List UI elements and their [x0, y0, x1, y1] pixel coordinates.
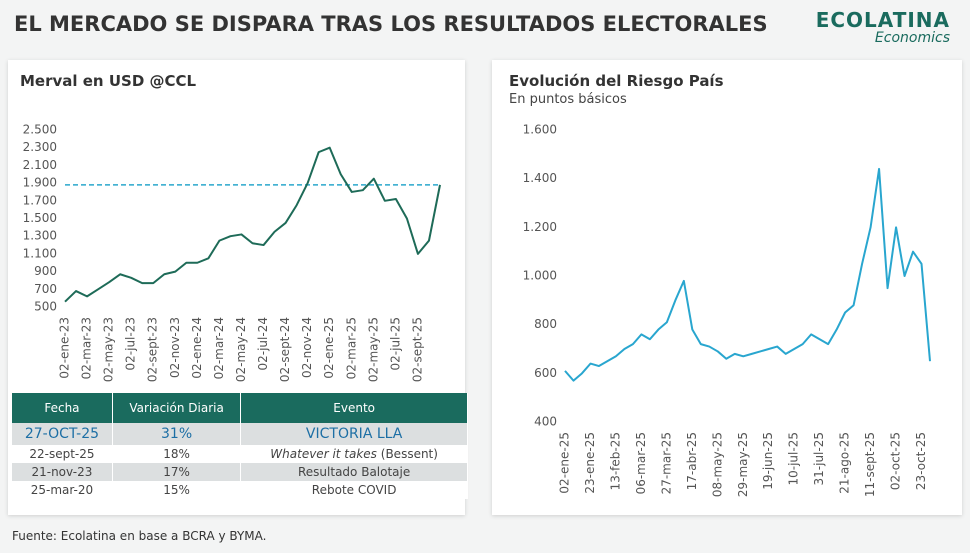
table-cell: VICTORIA LLA — [240, 423, 468, 445]
y-tick-label: 2.500 — [23, 123, 57, 137]
table-row: 22-sept-25 18% Whatever it takes (Bessent) — [12, 445, 468, 463]
x-tick-label: 02-nov-23 — [168, 317, 182, 378]
chart-title: Evolución del Riesgo País — [509, 72, 724, 90]
chart-title: Merval en USD @CCL — [20, 72, 197, 90]
y-tick-label: 600 — [534, 366, 557, 380]
table-header: Fecha — [12, 393, 113, 423]
line — [64, 146, 441, 303]
table-cell: 17% — [112, 463, 242, 481]
table-cell: 15% — [112, 481, 242, 499]
x-tick-label: 19-jun-25 — [761, 432, 775, 490]
x-tick-label: 02-mar-23 — [80, 317, 94, 379]
x-tick-label: 02-oct-25 — [889, 432, 903, 490]
table-header: Evento — [240, 393, 468, 423]
x-tick-label: 02-sept-23 — [146, 317, 160, 382]
table-cell: 21-nov-23 — [12, 463, 113, 481]
table-cell: Resultado Balotaje — [240, 463, 468, 481]
x-tick-label: 29-may-25 — [736, 432, 750, 497]
x-tick-label: 27-mar-25 — [659, 432, 673, 494]
y-tick-label: 1.100 — [23, 246, 57, 260]
brand: ECOLATINA — [815, 8, 950, 32]
x-tick-label: 08-may-25 — [710, 432, 724, 497]
x-tick-label: 02-may-25 — [366, 317, 380, 382]
x-tick-label: 23-oct-25 — [914, 432, 928, 490]
y-tick-label: 700 — [34, 282, 57, 296]
x-tick-label: 02-sept-25 — [410, 317, 424, 382]
panel — [492, 60, 962, 515]
x-tick-label: 02-jul-25 — [388, 317, 402, 370]
x-tick-label: 13-feb-25 — [608, 432, 622, 490]
x-tick-label: 02-mar-24 — [212, 317, 226, 379]
y-tick-label: 1.000 — [523, 269, 557, 283]
x-tick-label: 02-jul-23 — [124, 317, 138, 370]
y-tick-label: 1.500 — [23, 211, 57, 225]
x-tick-label: 02-ene-24 — [190, 317, 204, 379]
table: Fecha Variación Diaria Evento 27-OCT-25 31% V… — [12, 393, 468, 499]
y-tick-label: 1.400 — [523, 171, 557, 185]
table-row: 27-OCT-25 31% VICTORIA LLA — [12, 423, 468, 445]
table-cell: Whatever it takes (Bessent) — [240, 445, 468, 463]
x-tick-label: 06-mar-25 — [634, 432, 648, 494]
y-tick-label: 1.300 — [23, 229, 57, 243]
x-tick-label: 02-may-24 — [234, 317, 248, 382]
x-tick-label: 21-ago-25 — [838, 432, 852, 494]
y-tick-label: 900 — [34, 264, 57, 278]
chart-subtitle: En puntos básicos — [509, 92, 627, 107]
x-tick-label: 02-sept-24 — [278, 317, 292, 382]
x-tick-label: 23-ene-25 — [583, 432, 597, 494]
x-tick-label: 02-ene-25 — [558, 432, 572, 494]
y-tick-label: 2.300 — [23, 140, 57, 154]
y-tick-label: 1.700 — [23, 193, 57, 207]
y-tick-label: 2.100 — [23, 158, 57, 172]
x-tick-label: 17-abr-25 — [685, 432, 699, 490]
page-title: EL MERCADO SE DISPARA TRAS LOS RESULTADO… — [14, 12, 768, 36]
x-tick-label: 02-ene-25 — [322, 317, 336, 379]
table-row: 25-mar-20 15% Rebote COVID — [12, 481, 468, 499]
table-cell: 27-OCT-25 — [12, 423, 113, 445]
cell-text: (Bessent) — [380, 447, 438, 461]
x-tick-label: 10-jul-25 — [787, 432, 801, 485]
x-tick-label: 02-nov-24 — [300, 317, 314, 378]
table-cell: Rebote COVID — [240, 481, 468, 499]
source: Fuente: Ecolatina en base a BCRA y BYMA. — [12, 529, 267, 543]
x-tick-label: 02-may-23 — [102, 317, 116, 382]
x-tick-label: 02-mar-25 — [344, 317, 358, 379]
y-tick-label: 400 — [534, 415, 557, 429]
cell-italic: Whatever it takes — [270, 447, 377, 461]
table-row: 21-nov-23 17% Resultado Balotaje — [12, 463, 468, 481]
x-tick-label: 31-jul-25 — [812, 432, 826, 485]
x-tick-label: 02-jul-24 — [256, 317, 270, 370]
y-tick-label: 800 — [534, 317, 557, 331]
line — [564, 167, 931, 382]
x-tick-label: 02-ene-23 — [58, 317, 72, 379]
brand-sub: Economics — [874, 30, 950, 46]
x-tick-label: 11-sept-25 — [863, 432, 877, 497]
y-tick-label: 500 — [34, 300, 57, 314]
y-tick-label: 1.900 — [23, 176, 57, 190]
table-cell: 31% — [112, 423, 242, 445]
table-cell: 22-sept-25 — [12, 445, 113, 463]
table-cell: 18% — [112, 445, 242, 463]
y-tick-label: 1.600 — [523, 123, 557, 137]
table-cell: 25-mar-20 — [12, 481, 113, 499]
table-header: Variación Diaria — [112, 393, 242, 423]
y-tick-label: 1.200 — [523, 220, 557, 234]
